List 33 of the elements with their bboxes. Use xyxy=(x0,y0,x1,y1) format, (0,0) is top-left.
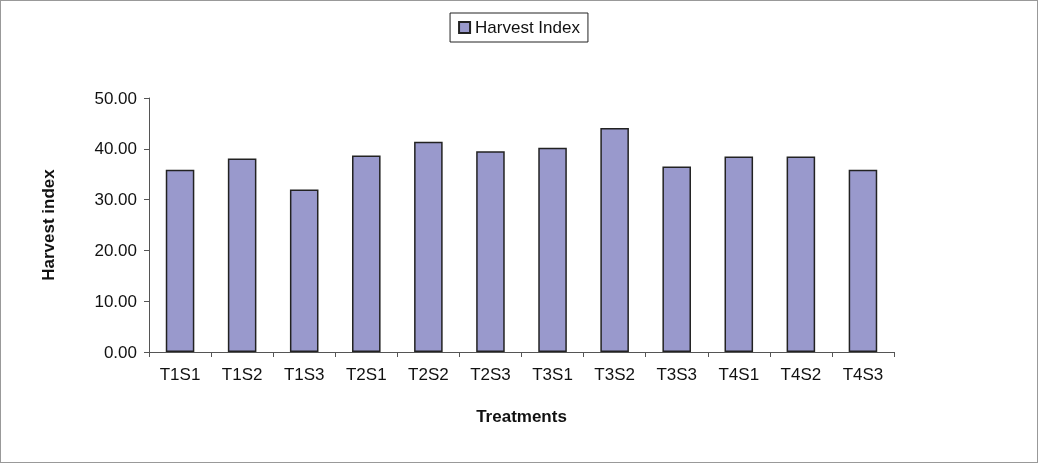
x-tick-label: T4S2 xyxy=(780,365,822,384)
bar xyxy=(786,156,816,352)
x-axis-title: Treatments xyxy=(476,407,567,426)
x-tick-label: T1S2 xyxy=(221,365,263,384)
bar xyxy=(289,189,319,352)
x-tick-label: T1S3 xyxy=(283,365,325,384)
bar xyxy=(538,147,567,352)
y-tick-label: 30.00 xyxy=(94,190,137,210)
y-tick-label: 20.00 xyxy=(94,240,137,260)
y-tick-label: 50.00 xyxy=(94,88,137,108)
bar xyxy=(848,169,878,352)
x-tick-label: T2S2 xyxy=(408,365,449,384)
bar xyxy=(165,169,195,352)
x-tick-label: T3S2 xyxy=(594,365,635,384)
bar xyxy=(414,141,443,352)
bar xyxy=(662,166,691,352)
x-tick-label: T4S1 xyxy=(718,365,760,384)
bar xyxy=(227,158,257,352)
y-tick-label: 0.00 xyxy=(103,342,137,362)
bar xyxy=(600,127,629,352)
x-tick-label: T3S3 xyxy=(656,365,698,384)
y-axis-title: Harvest index xyxy=(39,168,58,281)
x-tick-label: T2S1 xyxy=(345,365,387,384)
legend-label: Harvest Index xyxy=(475,18,581,37)
x-tick-label: T2S3 xyxy=(470,365,511,384)
x-tick-label: T3S1 xyxy=(532,365,573,384)
bar xyxy=(476,151,505,352)
x-tick-label: T1S1 xyxy=(159,365,201,384)
bar xyxy=(724,156,754,352)
y-tick-label: 40.00 xyxy=(94,139,137,159)
x-tick-label: T4S3 xyxy=(842,365,884,384)
y-tick-label: 10.00 xyxy=(94,291,137,311)
bar xyxy=(352,155,381,352)
